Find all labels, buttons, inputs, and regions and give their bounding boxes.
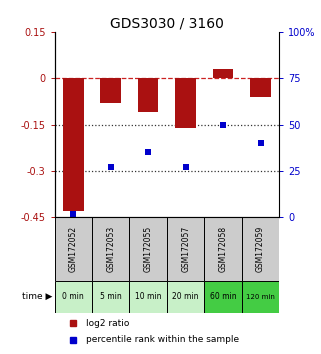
Bar (129, 281, 167, 313)
Bar (167, 281, 204, 313)
Text: GSM172058: GSM172058 (219, 226, 228, 272)
Bar (55, 217, 92, 281)
Text: time ▶: time ▶ (22, 292, 53, 301)
Text: GSM172059: GSM172059 (256, 226, 265, 272)
Bar (92, 217, 129, 281)
Text: GSM172055: GSM172055 (144, 226, 153, 272)
Bar (242, 217, 279, 281)
Bar (138, 78, 159, 112)
Point (108, 164, 113, 170)
Point (183, 164, 188, 170)
Text: GSM172057: GSM172057 (181, 226, 190, 272)
Text: 120 min: 120 min (246, 294, 275, 300)
Bar (250, 78, 271, 97)
Bar (167, 217, 204, 281)
Bar (129, 217, 167, 281)
Bar (204, 217, 242, 281)
Bar (63, 78, 83, 211)
Point (258, 140, 263, 146)
Bar (55, 281, 92, 313)
Bar (213, 69, 233, 78)
Bar (92, 281, 129, 313)
Text: 20 min: 20 min (172, 292, 199, 301)
Bar (242, 281, 279, 313)
Bar (175, 78, 196, 128)
Text: percentile rank within the sample: percentile rank within the sample (86, 336, 239, 344)
Title: GDS3030 / 3160: GDS3030 / 3160 (110, 17, 224, 31)
Text: GSM172053: GSM172053 (106, 226, 115, 272)
Point (71, 211, 76, 216)
Text: GSM172052: GSM172052 (69, 226, 78, 272)
Text: 0 min: 0 min (62, 292, 84, 301)
Text: 5 min: 5 min (100, 292, 122, 301)
Text: 10 min: 10 min (135, 292, 161, 301)
Text: log2 ratio: log2 ratio (86, 319, 129, 328)
Bar (204, 281, 242, 313)
Point (221, 122, 226, 127)
Point (146, 149, 151, 155)
Text: 60 min: 60 min (210, 292, 236, 301)
Bar (100, 78, 121, 103)
